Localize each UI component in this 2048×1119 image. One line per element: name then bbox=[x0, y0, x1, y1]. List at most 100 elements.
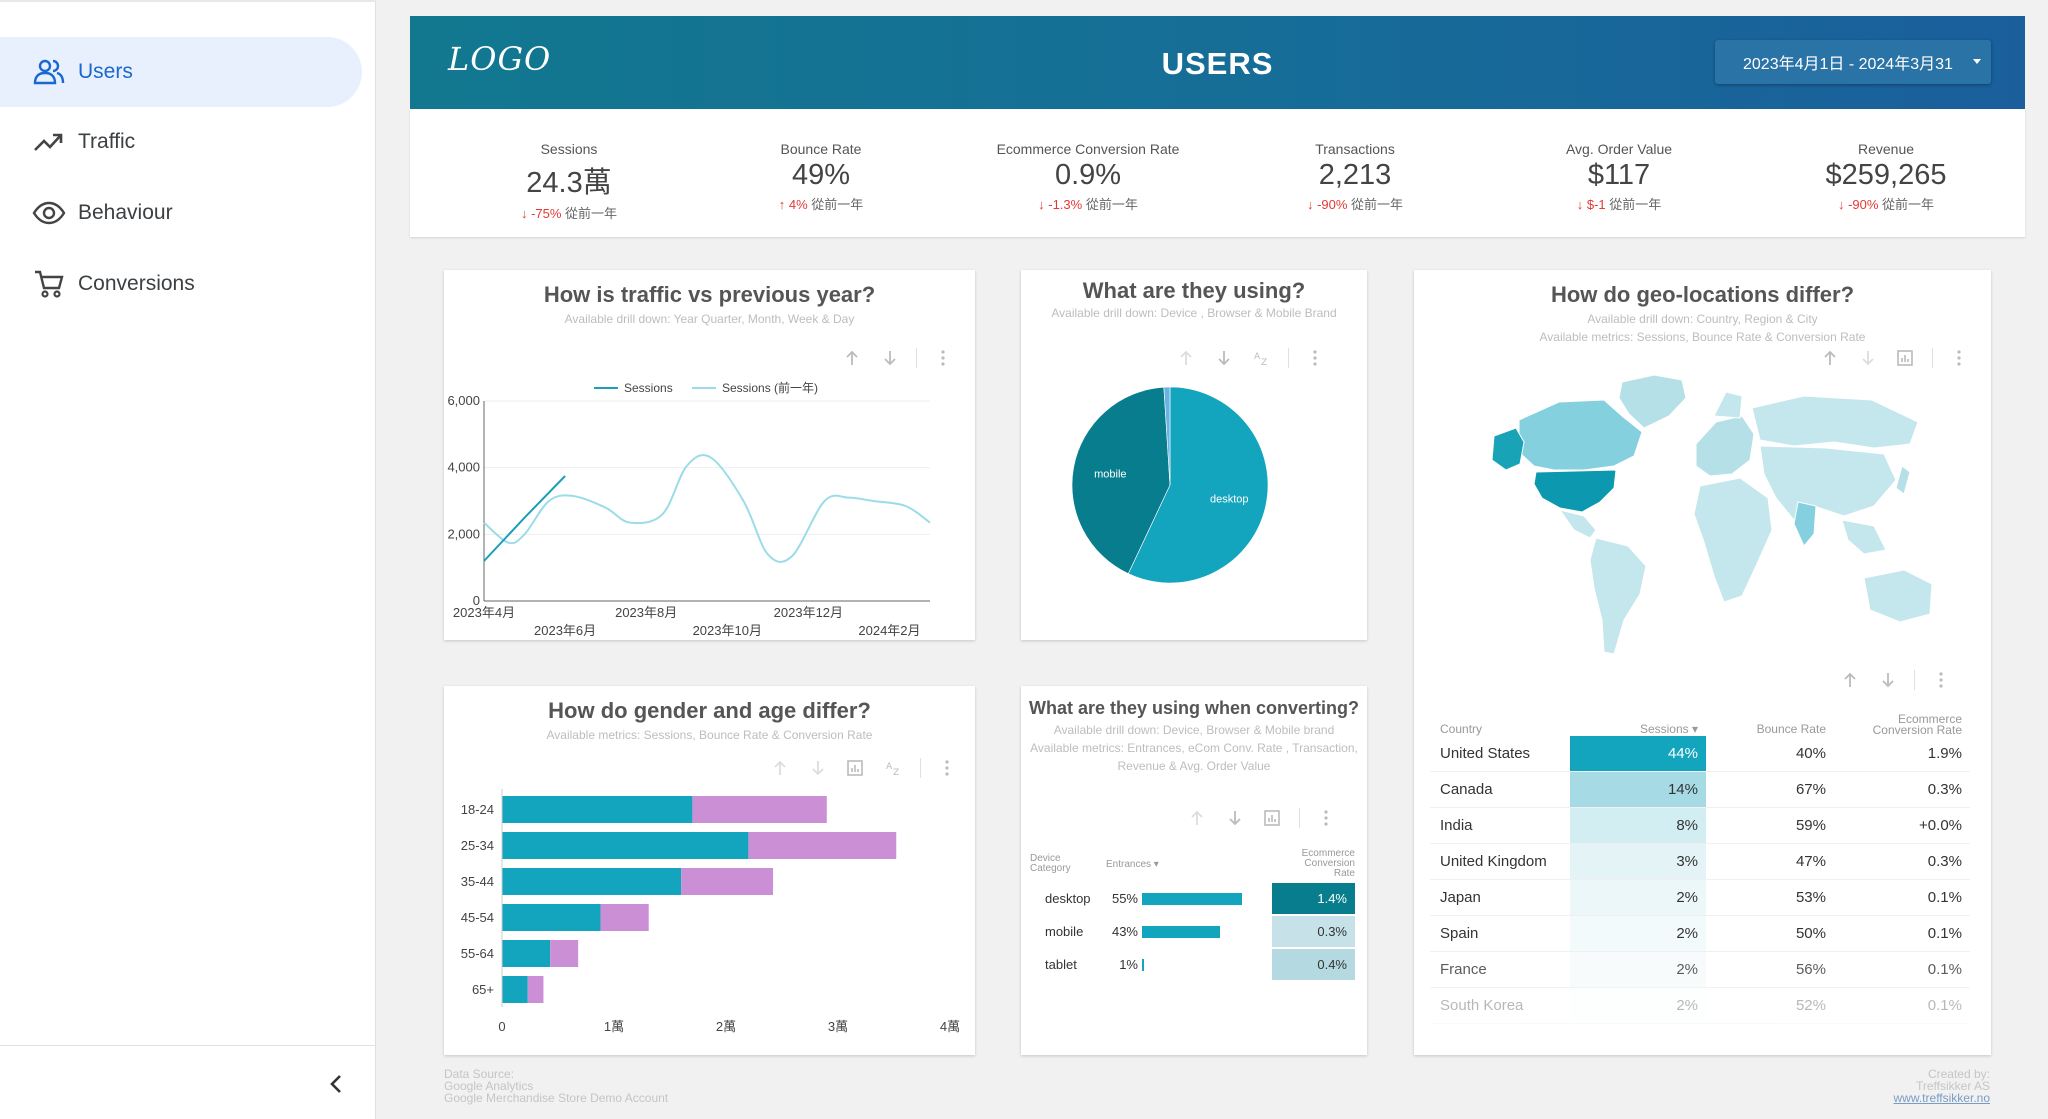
more-vert-icon[interactable] bbox=[1929, 668, 1953, 692]
drill-chart-icon[interactable] bbox=[844, 756, 868, 780]
col-ecom-conversion-rate[interactable]: Ecommerce Conversion Rate bbox=[1301, 848, 1355, 879]
table-row[interactable]: tablet 1% 0.4% bbox=[1030, 948, 1355, 981]
arrow-up-icon[interactable] bbox=[768, 756, 792, 780]
kpi-revenue[interactable]: Revenue $259,265 ↓ -90% 從前一年 bbox=[1756, 141, 2016, 213]
bar-female bbox=[692, 796, 827, 823]
country-cell: Spain bbox=[1440, 925, 1479, 942]
kpi-delta: ↓ -1.3% 從前一年 bbox=[1038, 197, 1138, 212]
table-row[interactable]: Japan 2% 53% 0.1% bbox=[1430, 880, 1970, 916]
chevron-down-icon bbox=[1973, 59, 1981, 64]
col-entrances[interactable]: Entrances ▾ bbox=[1106, 858, 1159, 870]
card-title: What are they using when converting? bbox=[1028, 698, 1360, 718]
kpi-bounce-rate[interactable]: Bounce Rate 49% ↑ 4% 從前一年 bbox=[691, 141, 951, 213]
world-map[interactable] bbox=[1464, 370, 1954, 670]
card-subtitle: Available drill down: Device, Browser & … bbox=[1053, 723, 1335, 737]
date-range-value: 2023年4月1日 - 2024年3月31 bbox=[1743, 56, 1953, 73]
table-row[interactable]: South Korea 2% 52% 0.1% bbox=[1430, 988, 1970, 1024]
drill-chart-icon[interactable] bbox=[1894, 346, 1918, 370]
col-sessions[interactable]: Sessions ▾ bbox=[1639, 722, 1698, 736]
card-subtitle: Available drill down: Country, Region & … bbox=[1587, 312, 1818, 326]
drill-chart-icon[interactable] bbox=[1261, 806, 1285, 830]
gender-age-chart-card: How do gender and age differ? Available … bbox=[444, 686, 975, 1055]
sidebar-item-traffic[interactable]: Traffic bbox=[0, 107, 362, 177]
sessions-cell: 8% bbox=[1570, 808, 1706, 843]
col-device-category[interactable]: Device Category bbox=[1030, 853, 1071, 874]
more-vert-icon[interactable] bbox=[1947, 346, 1971, 370]
converting-card: What are they using when converting? Ava… bbox=[1021, 686, 1367, 1055]
svg-text:A: A bbox=[1254, 352, 1261, 362]
map-australia bbox=[1863, 569, 1933, 623]
y-tick-label: 0 bbox=[473, 593, 480, 608]
cart-icon bbox=[32, 267, 66, 301]
sessions-cell: 2% bbox=[1570, 952, 1706, 987]
y-tick-label: 6,000 bbox=[447, 393, 480, 408]
arrow-up-icon[interactable] bbox=[840, 346, 864, 370]
table-row[interactable]: desktop 55% 1.4% bbox=[1030, 882, 1355, 915]
more-vert-icon[interactable] bbox=[931, 346, 955, 370]
table-row[interactable]: India 8% 59% +0.0% bbox=[1430, 808, 1970, 844]
kpi-delta: ↓ $-1 從前一年 bbox=[1576, 197, 1662, 212]
card-subtitle: Available metrics: Sessions, Bounce Rate… bbox=[1539, 330, 1866, 344]
card-title: How do gender and age differ? bbox=[548, 698, 871, 723]
map-usa bbox=[1533, 469, 1617, 513]
table-header: Country Sessions ▾ Bounce Rate Ecommerce… bbox=[1430, 706, 1970, 736]
arrow-up-icon[interactable] bbox=[1185, 806, 1209, 830]
conversion-cell: 1.9% bbox=[1927, 745, 1962, 762]
conversion-cell: 0.1% bbox=[1927, 961, 1962, 978]
card-subtitle: Revenue & Avg. Order Value bbox=[1117, 759, 1271, 773]
col-bounce-rate[interactable]: Bounce Rate bbox=[1756, 722, 1826, 736]
bar-female bbox=[527, 976, 544, 1003]
kpi-sessions[interactable]: Sessions 24.3萬 ↓ -75% 從前一年 bbox=[439, 141, 699, 222]
table-header: Device Category Entrances ▾ Ecommerce Conv… bbox=[1030, 846, 1355, 882]
y-tick-label: 25-34 bbox=[461, 838, 494, 853]
bounce-cell: 67% bbox=[1795, 781, 1826, 798]
arrow-down-icon[interactable] bbox=[806, 756, 830, 780]
table-row[interactable]: Spain 2% 50% 0.1% bbox=[1430, 916, 1970, 952]
bar-male bbox=[502, 904, 601, 931]
arrow-up-icon[interactable] bbox=[1174, 346, 1198, 370]
entrances-cell: 55% bbox=[1106, 891, 1272, 906]
treffsikker-link[interactable]: www.treffsikker.no bbox=[1893, 1091, 1990, 1105]
sidebar-item-conversions[interactable]: Conversions bbox=[0, 249, 362, 319]
col-conversion-rate[interactable]: Ecommerce Conversion Rate bbox=[1872, 712, 1962, 737]
arrow-up-icon[interactable] bbox=[1818, 346, 1842, 370]
table-row[interactable]: France 2% 56% 0.1% bbox=[1430, 952, 1970, 988]
table-row[interactable]: Canada 14% 67% 0.3% bbox=[1430, 772, 1970, 808]
table-toolbar bbox=[1185, 806, 1338, 830]
conversion-cell: 0.1% bbox=[1927, 997, 1962, 1014]
sessions-cell: 2% bbox=[1570, 916, 1706, 951]
date-range-picker[interactable]: 2023年4月1日 - 2024年3月31 bbox=[1715, 40, 1991, 84]
entrances-bar bbox=[1142, 892, 1242, 905]
kpi-conversion-rate[interactable]: Ecommerce Conversion Rate 0.9% ↓ -1.3% 從… bbox=[958, 141, 1218, 213]
country-cell: France bbox=[1440, 961, 1487, 978]
table-row[interactable]: United Kingdom 3% 47% 0.3% bbox=[1430, 844, 1970, 880]
table-row[interactable]: mobile 43% 0.3% bbox=[1030, 915, 1355, 948]
arrow-down-icon[interactable] bbox=[1223, 806, 1247, 830]
arrow-down-icon[interactable] bbox=[878, 346, 902, 370]
kpi-avg-order-value[interactable]: Avg. Order Value $117 ↓ $-1 從前一年 bbox=[1489, 141, 1749, 213]
created-by-note: Created by: Treffsikker AS www.treffsikk… bbox=[1893, 1067, 1990, 1105]
kpi-transactions[interactable]: Transactions 2,213 ↓ -90% 從前一年 bbox=[1225, 141, 1485, 213]
arrow-down-icon[interactable] bbox=[1876, 668, 1900, 692]
bounce-cell: 56% bbox=[1795, 961, 1826, 978]
arrow-up-icon[interactable] bbox=[1838, 668, 1862, 692]
arrow-down-icon[interactable] bbox=[1212, 346, 1236, 370]
table-row[interactable]: United States 44% 40% 1.9% bbox=[1430, 736, 1970, 772]
sidebar-item-behaviour[interactable]: Behaviour bbox=[0, 178, 362, 248]
sidebar-item-users[interactable]: Users bbox=[0, 37, 362, 107]
more-vert-icon[interactable] bbox=[1314, 806, 1338, 830]
more-vert-icon[interactable] bbox=[1303, 346, 1327, 370]
bar-male bbox=[502, 940, 551, 967]
col-country[interactable]: Country bbox=[1440, 722, 1483, 736]
arrow-down-icon[interactable] bbox=[1856, 346, 1880, 370]
more-vert-icon[interactable] bbox=[935, 756, 959, 780]
sessions-cell: 14% bbox=[1570, 772, 1706, 807]
sidebar-footer bbox=[0, 1045, 376, 1119]
collapse-sidebar-button[interactable] bbox=[320, 1068, 352, 1100]
sidebar: Users Traffic Behaviour Conversions bbox=[0, 0, 376, 1119]
svg-text:Z: Z bbox=[893, 768, 899, 777]
page-title: USERS bbox=[1161, 46, 1274, 81]
